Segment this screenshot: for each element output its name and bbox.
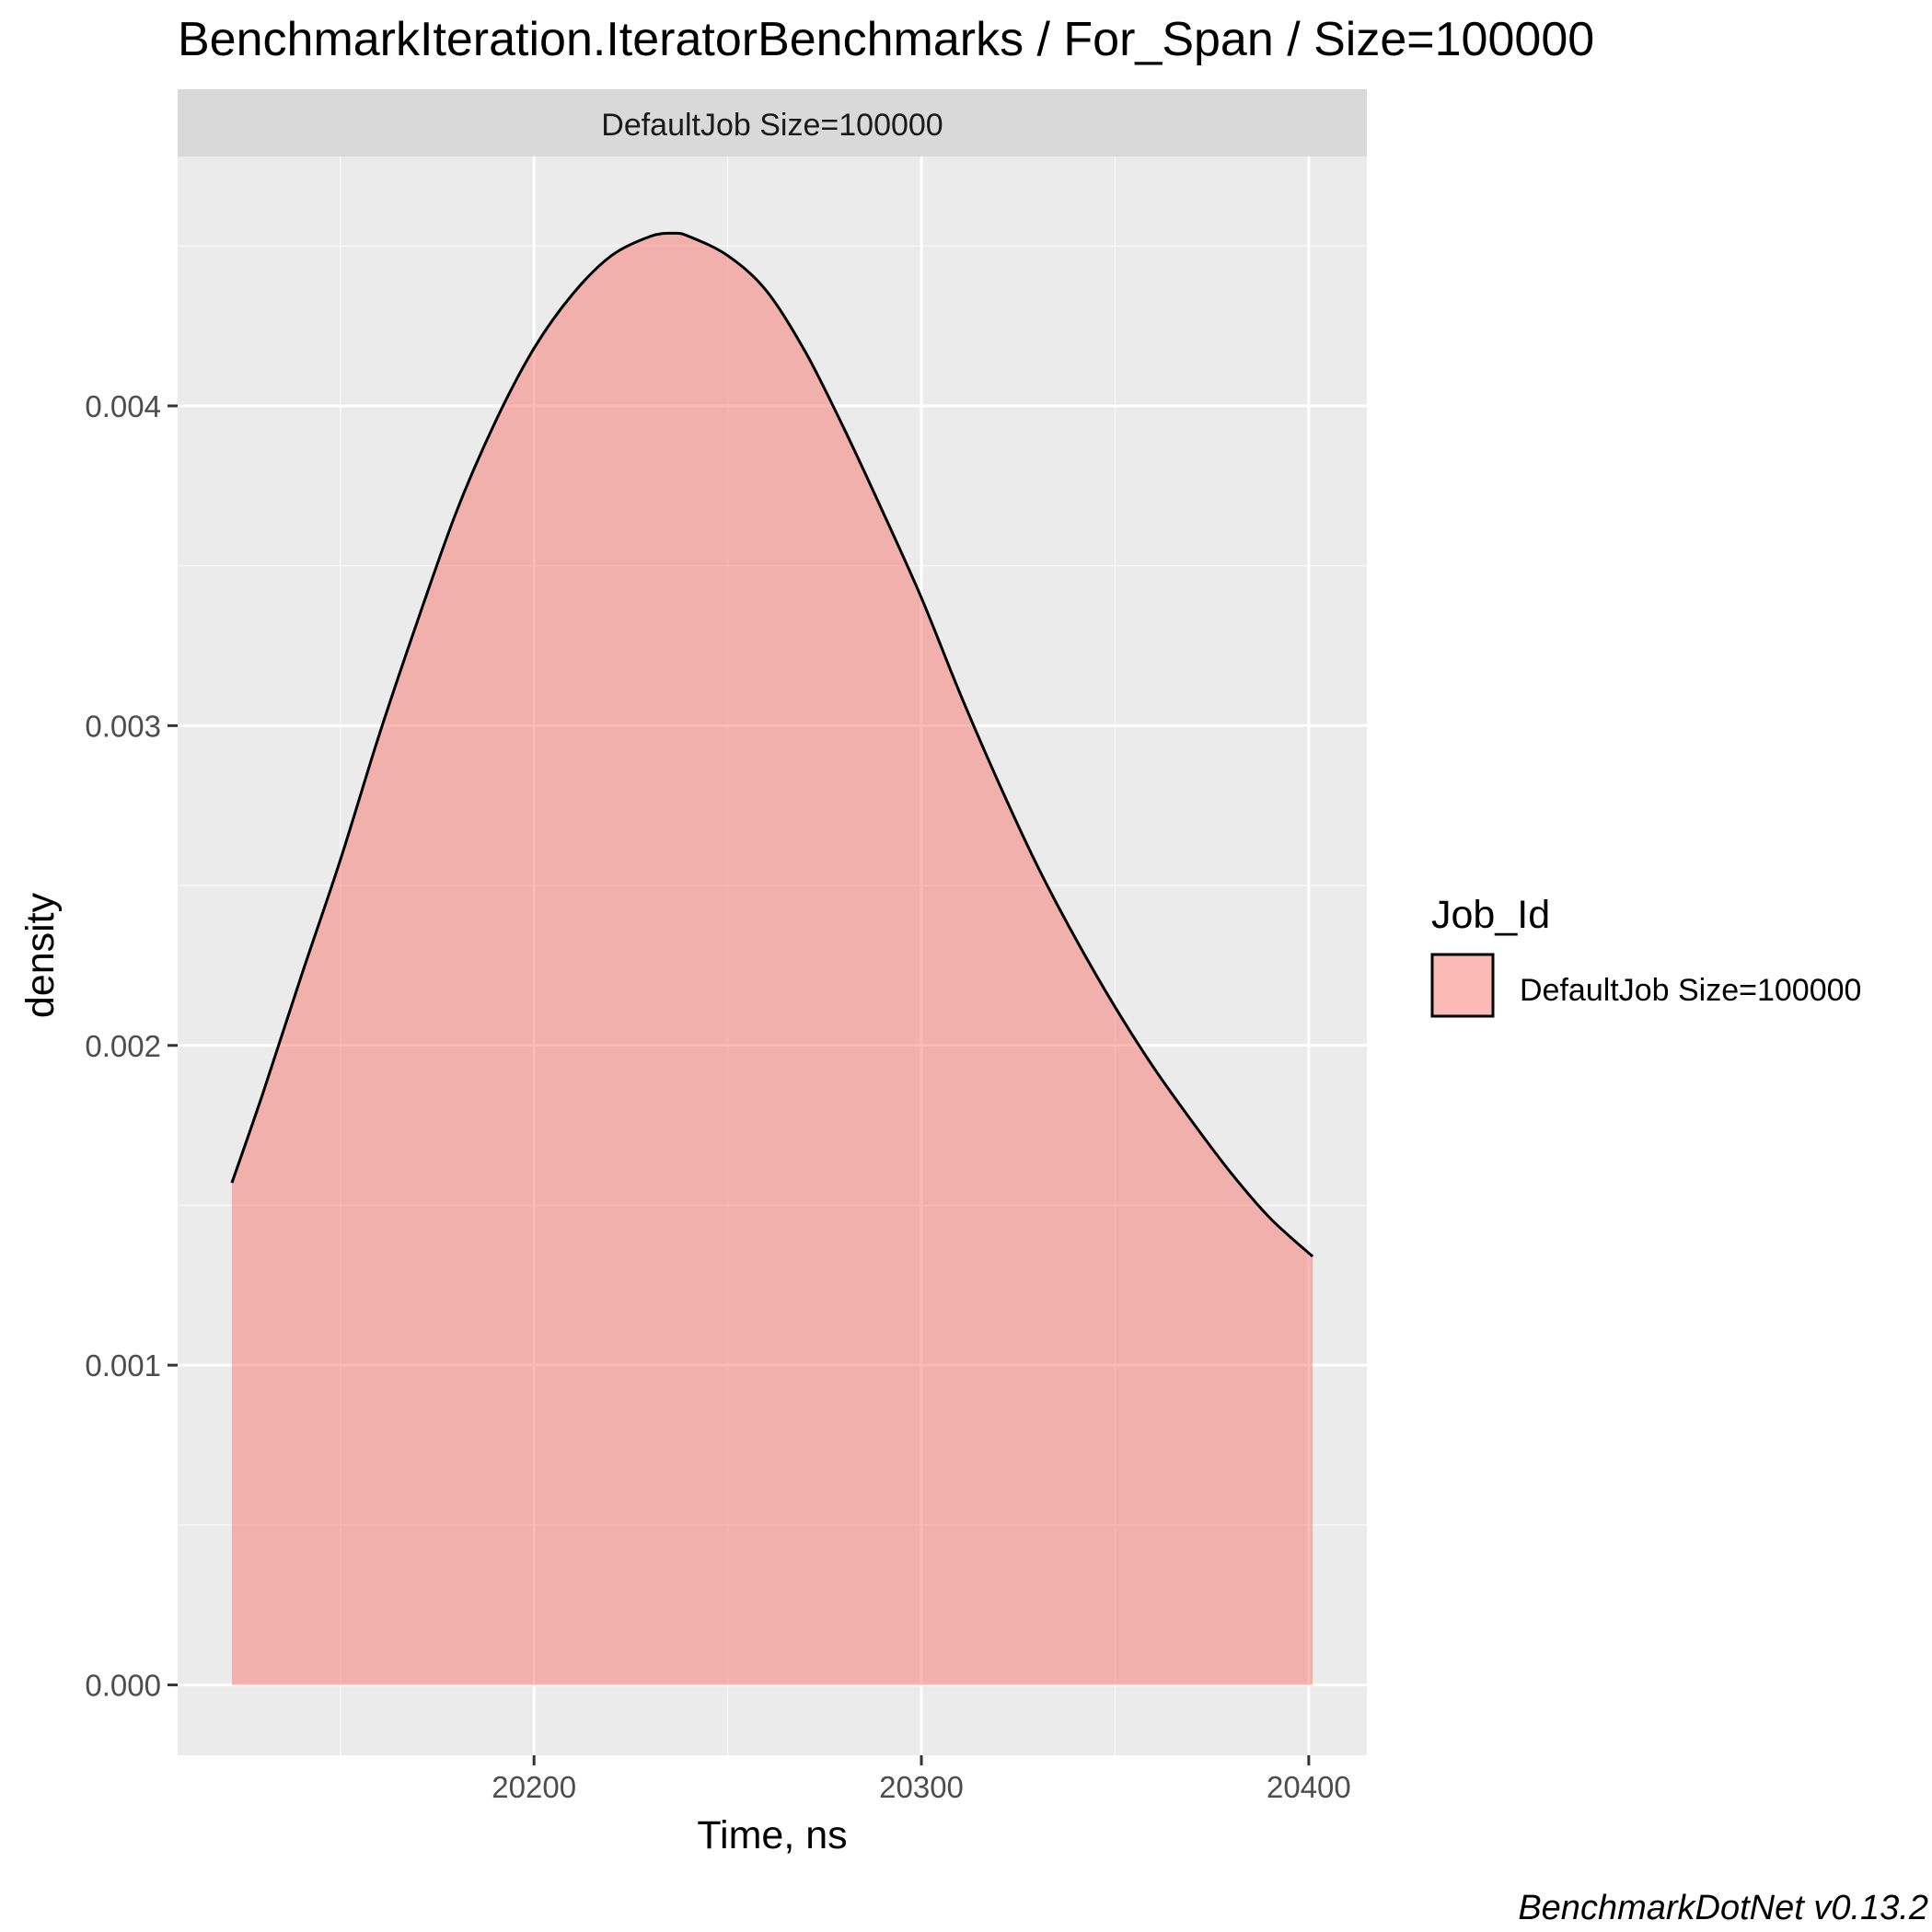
density-curve <box>230 231 1314 1258</box>
legend-label: DefaultJob Size=100000 <box>1520 973 1861 1008</box>
facet-strip-label: DefaultJob Size=100000 <box>601 108 943 143</box>
legend-key <box>1430 953 1495 1018</box>
density-area <box>231 233 1313 1685</box>
x-tick-label: 20300 <box>879 1770 964 1804</box>
legend: Job_Id DefaultJob Size=100000 <box>1430 893 1861 1018</box>
y-axis: 0.000 0.001 0.002 0.003 0.004 <box>85 389 178 1703</box>
legend-title: Job_Id <box>1431 893 1550 937</box>
y-tick-label: 0.002 <box>85 1029 161 1063</box>
chart-title: BenchmarkIteration.IteratorBenchmarks / … <box>178 13 1594 66</box>
x-tick-label: 20400 <box>1267 1770 1351 1804</box>
y-tick-label: 0.000 <box>85 1669 161 1703</box>
caption: BenchmarkDotNet v0.13.2 <box>1518 1889 1928 1927</box>
y-tick-label: 0.001 <box>85 1348 161 1382</box>
y-tick-label: 0.003 <box>85 709 161 743</box>
x-tick-label: 20200 <box>492 1770 576 1804</box>
y-tick-label: 0.004 <box>85 389 161 423</box>
y-axis-title: density <box>18 892 63 1018</box>
facet-strip <box>178 89 1367 156</box>
x-axis-title: Time, ns <box>697 1813 847 1857</box>
x-axis: 20200 20300 20400 <box>492 1755 1351 1804</box>
